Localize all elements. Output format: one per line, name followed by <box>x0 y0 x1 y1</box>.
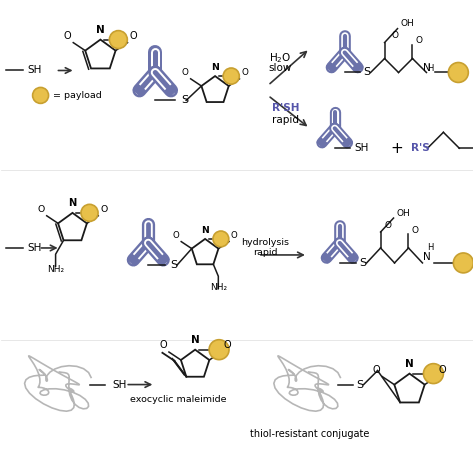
Circle shape <box>213 231 229 247</box>
Text: O: O <box>159 340 167 350</box>
Polygon shape <box>348 253 358 263</box>
Text: rapid: rapid <box>253 248 277 257</box>
Text: N: N <box>96 25 105 35</box>
Text: S: S <box>181 95 188 105</box>
Text: O: O <box>173 231 180 240</box>
Text: H: H <box>428 64 434 73</box>
Text: O: O <box>373 365 380 374</box>
Text: OH: OH <box>397 209 410 218</box>
Text: N: N <box>423 64 431 73</box>
Circle shape <box>423 364 443 383</box>
Circle shape <box>33 87 48 103</box>
Text: OH: OH <box>401 19 414 28</box>
Text: O: O <box>223 340 231 350</box>
Text: = payload: = payload <box>53 91 101 100</box>
Text: N: N <box>201 226 209 235</box>
Circle shape <box>109 31 128 48</box>
Polygon shape <box>317 138 327 147</box>
Circle shape <box>448 63 468 82</box>
Text: S: S <box>170 260 177 270</box>
Text: R'SH: R'SH <box>272 103 300 113</box>
Text: O: O <box>129 31 137 41</box>
Polygon shape <box>321 253 332 263</box>
Text: H$_2$O: H$_2$O <box>269 52 291 65</box>
Text: +: + <box>390 141 403 156</box>
Text: N: N <box>423 252 431 262</box>
Text: O: O <box>100 205 108 214</box>
Text: thiol-resistant conjugate: thiol-resistant conjugate <box>250 429 369 439</box>
Text: hydrolysis: hydrolysis <box>241 238 289 247</box>
Text: S: S <box>356 380 364 390</box>
Text: NH₂: NH₂ <box>47 265 64 274</box>
Text: O: O <box>384 220 391 229</box>
Polygon shape <box>157 254 169 265</box>
Text: O: O <box>37 205 45 214</box>
Polygon shape <box>165 84 177 96</box>
Text: O: O <box>241 68 248 77</box>
Text: NH₂: NH₂ <box>210 283 227 292</box>
Text: R'S: R'S <box>411 143 430 153</box>
Text: N: N <box>211 63 219 72</box>
Text: SH: SH <box>355 143 369 153</box>
Text: S: S <box>360 258 367 268</box>
Text: SH: SH <box>27 65 42 75</box>
Text: N: N <box>68 198 77 208</box>
Polygon shape <box>133 84 146 96</box>
Text: S: S <box>364 67 371 77</box>
Polygon shape <box>128 254 139 265</box>
Polygon shape <box>343 138 352 147</box>
Polygon shape <box>327 63 337 73</box>
Text: O: O <box>182 68 189 77</box>
Text: H: H <box>428 244 434 253</box>
Text: O: O <box>411 226 419 235</box>
Text: exocyclic maleimide: exocyclic maleimide <box>130 395 227 404</box>
Text: SH: SH <box>27 243 42 253</box>
Text: slow: slow <box>268 64 292 73</box>
Text: N: N <box>191 335 200 345</box>
Text: O: O <box>438 365 446 374</box>
Text: O: O <box>416 36 422 45</box>
Text: SH: SH <box>112 380 127 390</box>
Circle shape <box>453 253 474 273</box>
Text: N: N <box>405 359 414 369</box>
Text: rapid: rapid <box>272 115 299 125</box>
Circle shape <box>209 340 229 360</box>
Circle shape <box>223 68 239 84</box>
Polygon shape <box>353 63 363 73</box>
Text: O: O <box>231 231 237 240</box>
Text: O: O <box>64 31 71 41</box>
Circle shape <box>81 204 98 221</box>
Text: O: O <box>392 31 399 40</box>
